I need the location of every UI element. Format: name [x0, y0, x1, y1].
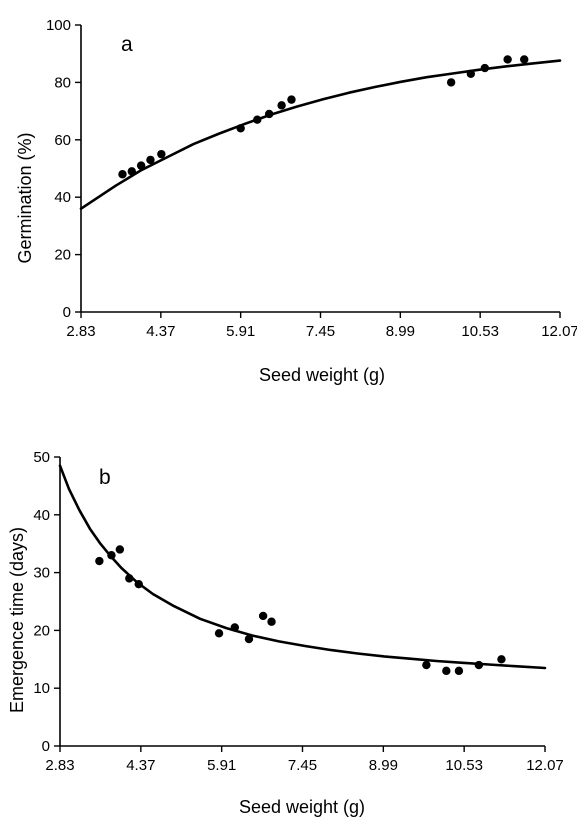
emergence-marks: 0 10 20 30 40 50 2.83 4.37 5.91 7.45 8.99 10.53 12.0…: [33, 449, 563, 774]
germination-x-axis-title: Seed weight (g): [259, 365, 385, 385]
emergence-x-tick-label: 12.07: [526, 757, 564, 774]
emergence-data-point: [497, 655, 506, 664]
emergence-data-point: [107, 551, 116, 560]
germination-data-point: [136, 161, 146, 170]
germination-y-tick-label: 80: [54, 74, 71, 91]
germination-data-point: [480, 63, 490, 73]
germination-x-tick-label: 12.07: [541, 323, 577, 340]
germination-data-point: [236, 124, 245, 133]
germination-data-point: [503, 55, 512, 64]
emergence-data-point: [244, 634, 254, 644]
emergence-data-point: [214, 629, 224, 638]
emergence-data-point: [115, 545, 125, 554]
germination-x-tick-label: 10.53: [461, 323, 499, 340]
germination-marks: 0 20 40 60 80 100 2.83 4.37 5.91 7.45 8.99 10.53 12.…: [46, 17, 577, 340]
emergence-data-point: [134, 579, 143, 589]
germination-x-tick-label: 2.83: [66, 323, 95, 340]
emergence-data-point: [125, 574, 134, 583]
emergence-y-tick-label: 50: [33, 449, 50, 466]
germination-fit-curve: [79, 59, 562, 210]
emergence-y-tick-label: 20: [33, 622, 50, 639]
emergence-data-point: [230, 623, 239, 632]
germination-panel: 0 20 40 60 80 100 2.83 4.37 5.91 7.45 8.99 10.53 12.…: [15, 17, 577, 385]
emergence-data-point: [474, 660, 484, 670]
emergence-panel: 0 10 20 30 40 50 2.83 4.37 5.91 7.45 8.99 10.53 12.0…: [7, 449, 564, 817]
germination-data-point: [157, 149, 166, 159]
germination-data-point: [446, 78, 456, 87]
germination-y-axis-title: Germination (%): [15, 132, 35, 263]
emergence-x-tick-label: 4.37: [126, 757, 155, 774]
germination-y-tick-label: 20: [54, 247, 71, 264]
panel-b-label: b: [99, 466, 111, 489]
germination-data-point: [520, 55, 529, 64]
emergence-data-point: [267, 617, 276, 626]
emergence-data-point: [422, 660, 431, 670]
emergence-data-point: [95, 556, 104, 566]
emergence-x-tick-label: 5.91: [207, 757, 236, 774]
germination-x-tick-label: 4.37: [146, 323, 175, 340]
emergence-data-point: [258, 611, 268, 621]
germination-data-point: [118, 170, 127, 179]
germination-data-point: [287, 95, 296, 104]
germination-y-tick-label: 60: [54, 132, 71, 149]
germination-y-tick-label: 40: [54, 189, 71, 206]
emergence-fit-curve: [58, 464, 547, 670]
germination-y-tick-label: 100: [46, 17, 71, 34]
panel-a-label: a: [121, 33, 133, 56]
emergence-y-tick-label: 10: [33, 680, 50, 697]
emergence-y-tick-label: 0: [42, 738, 50, 755]
germination-x-tick-label: 5.91: [226, 323, 255, 340]
germination-data-point: [466, 69, 476, 78]
emergence-x-tick-label: 8.99: [369, 757, 398, 774]
emergence-x-tick-label: 10.53: [445, 757, 483, 774]
germination-data-point: [264, 109, 274, 119]
germination-data-point: [127, 167, 137, 176]
germination-data-point: [146, 155, 155, 165]
emergence-data-point: [442, 666, 451, 676]
emergence-y-tick-label: 30: [33, 565, 50, 582]
emergence-x-tick-label: 7.45: [288, 757, 317, 774]
emergence-x-axis-title: Seed weight (g): [239, 797, 365, 817]
emergence-y-tick-label: 40: [33, 507, 50, 524]
emergence-x-tick-label: 2.83: [45, 757, 74, 774]
germination-data-point: [253, 115, 262, 124]
germination-data-point: [277, 101, 286, 110]
germination-x-tick-label: 8.99: [386, 323, 415, 340]
germination-x-tick-label: 7.45: [306, 323, 335, 340]
emergence-y-axis-title: Emergence time (days): [7, 527, 27, 713]
emergence-data-point: [454, 666, 464, 676]
germination-y-tick-label: 0: [63, 304, 71, 321]
